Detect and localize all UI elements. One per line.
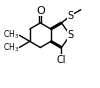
Text: O: O (36, 6, 45, 16)
Text: CH$_3$: CH$_3$ (3, 29, 19, 41)
Text: S: S (67, 30, 73, 40)
Text: CH$_3$: CH$_3$ (3, 41, 19, 54)
Text: S: S (67, 11, 73, 21)
Text: Cl: Cl (57, 55, 66, 65)
